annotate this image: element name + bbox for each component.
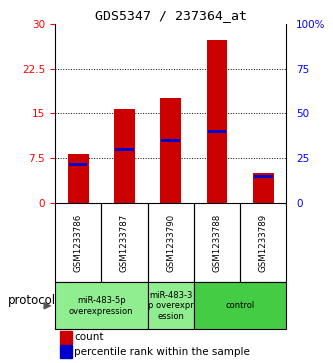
Title: GDS5347 / 237364_at: GDS5347 / 237364_at	[95, 9, 247, 23]
Bar	[253, 174, 274, 203]
Bar	[55, 282, 148, 329]
Bar	[60, 331, 72, 344]
Text: control: control	[225, 301, 255, 310]
Bar	[69, 163, 88, 166]
Bar	[207, 130, 226, 133]
Bar	[194, 203, 240, 282]
Text: miR-483-5p
overexpression: miR-483-5p overexpression	[69, 296, 134, 315]
Text: GSM1233789: GSM1233789	[259, 214, 268, 272]
Bar	[55, 203, 101, 282]
Text: miR-483-3
p overexpr
ession: miR-483-3 p overexpr ession	[148, 291, 193, 321]
Bar	[101, 203, 148, 282]
Bar	[114, 109, 135, 203]
Bar	[60, 346, 72, 358]
Text: protocol: protocol	[8, 294, 56, 307]
Text: GSM1233787: GSM1233787	[120, 214, 129, 272]
Bar	[148, 282, 194, 329]
Bar	[148, 203, 194, 282]
Bar	[254, 175, 273, 178]
Bar	[161, 139, 180, 142]
Bar	[240, 203, 286, 282]
Text: GSM1233790: GSM1233790	[166, 214, 175, 272]
Bar	[160, 98, 181, 203]
Text: GSM1233786: GSM1233786	[74, 214, 83, 272]
Text: percentile rank within the sample: percentile rank within the sample	[74, 347, 250, 357]
Bar	[68, 154, 89, 203]
Bar	[194, 282, 286, 329]
Text: GSM1233788: GSM1233788	[212, 214, 221, 272]
Bar	[206, 40, 227, 203]
Text: count: count	[74, 332, 104, 342]
Bar	[115, 148, 134, 151]
